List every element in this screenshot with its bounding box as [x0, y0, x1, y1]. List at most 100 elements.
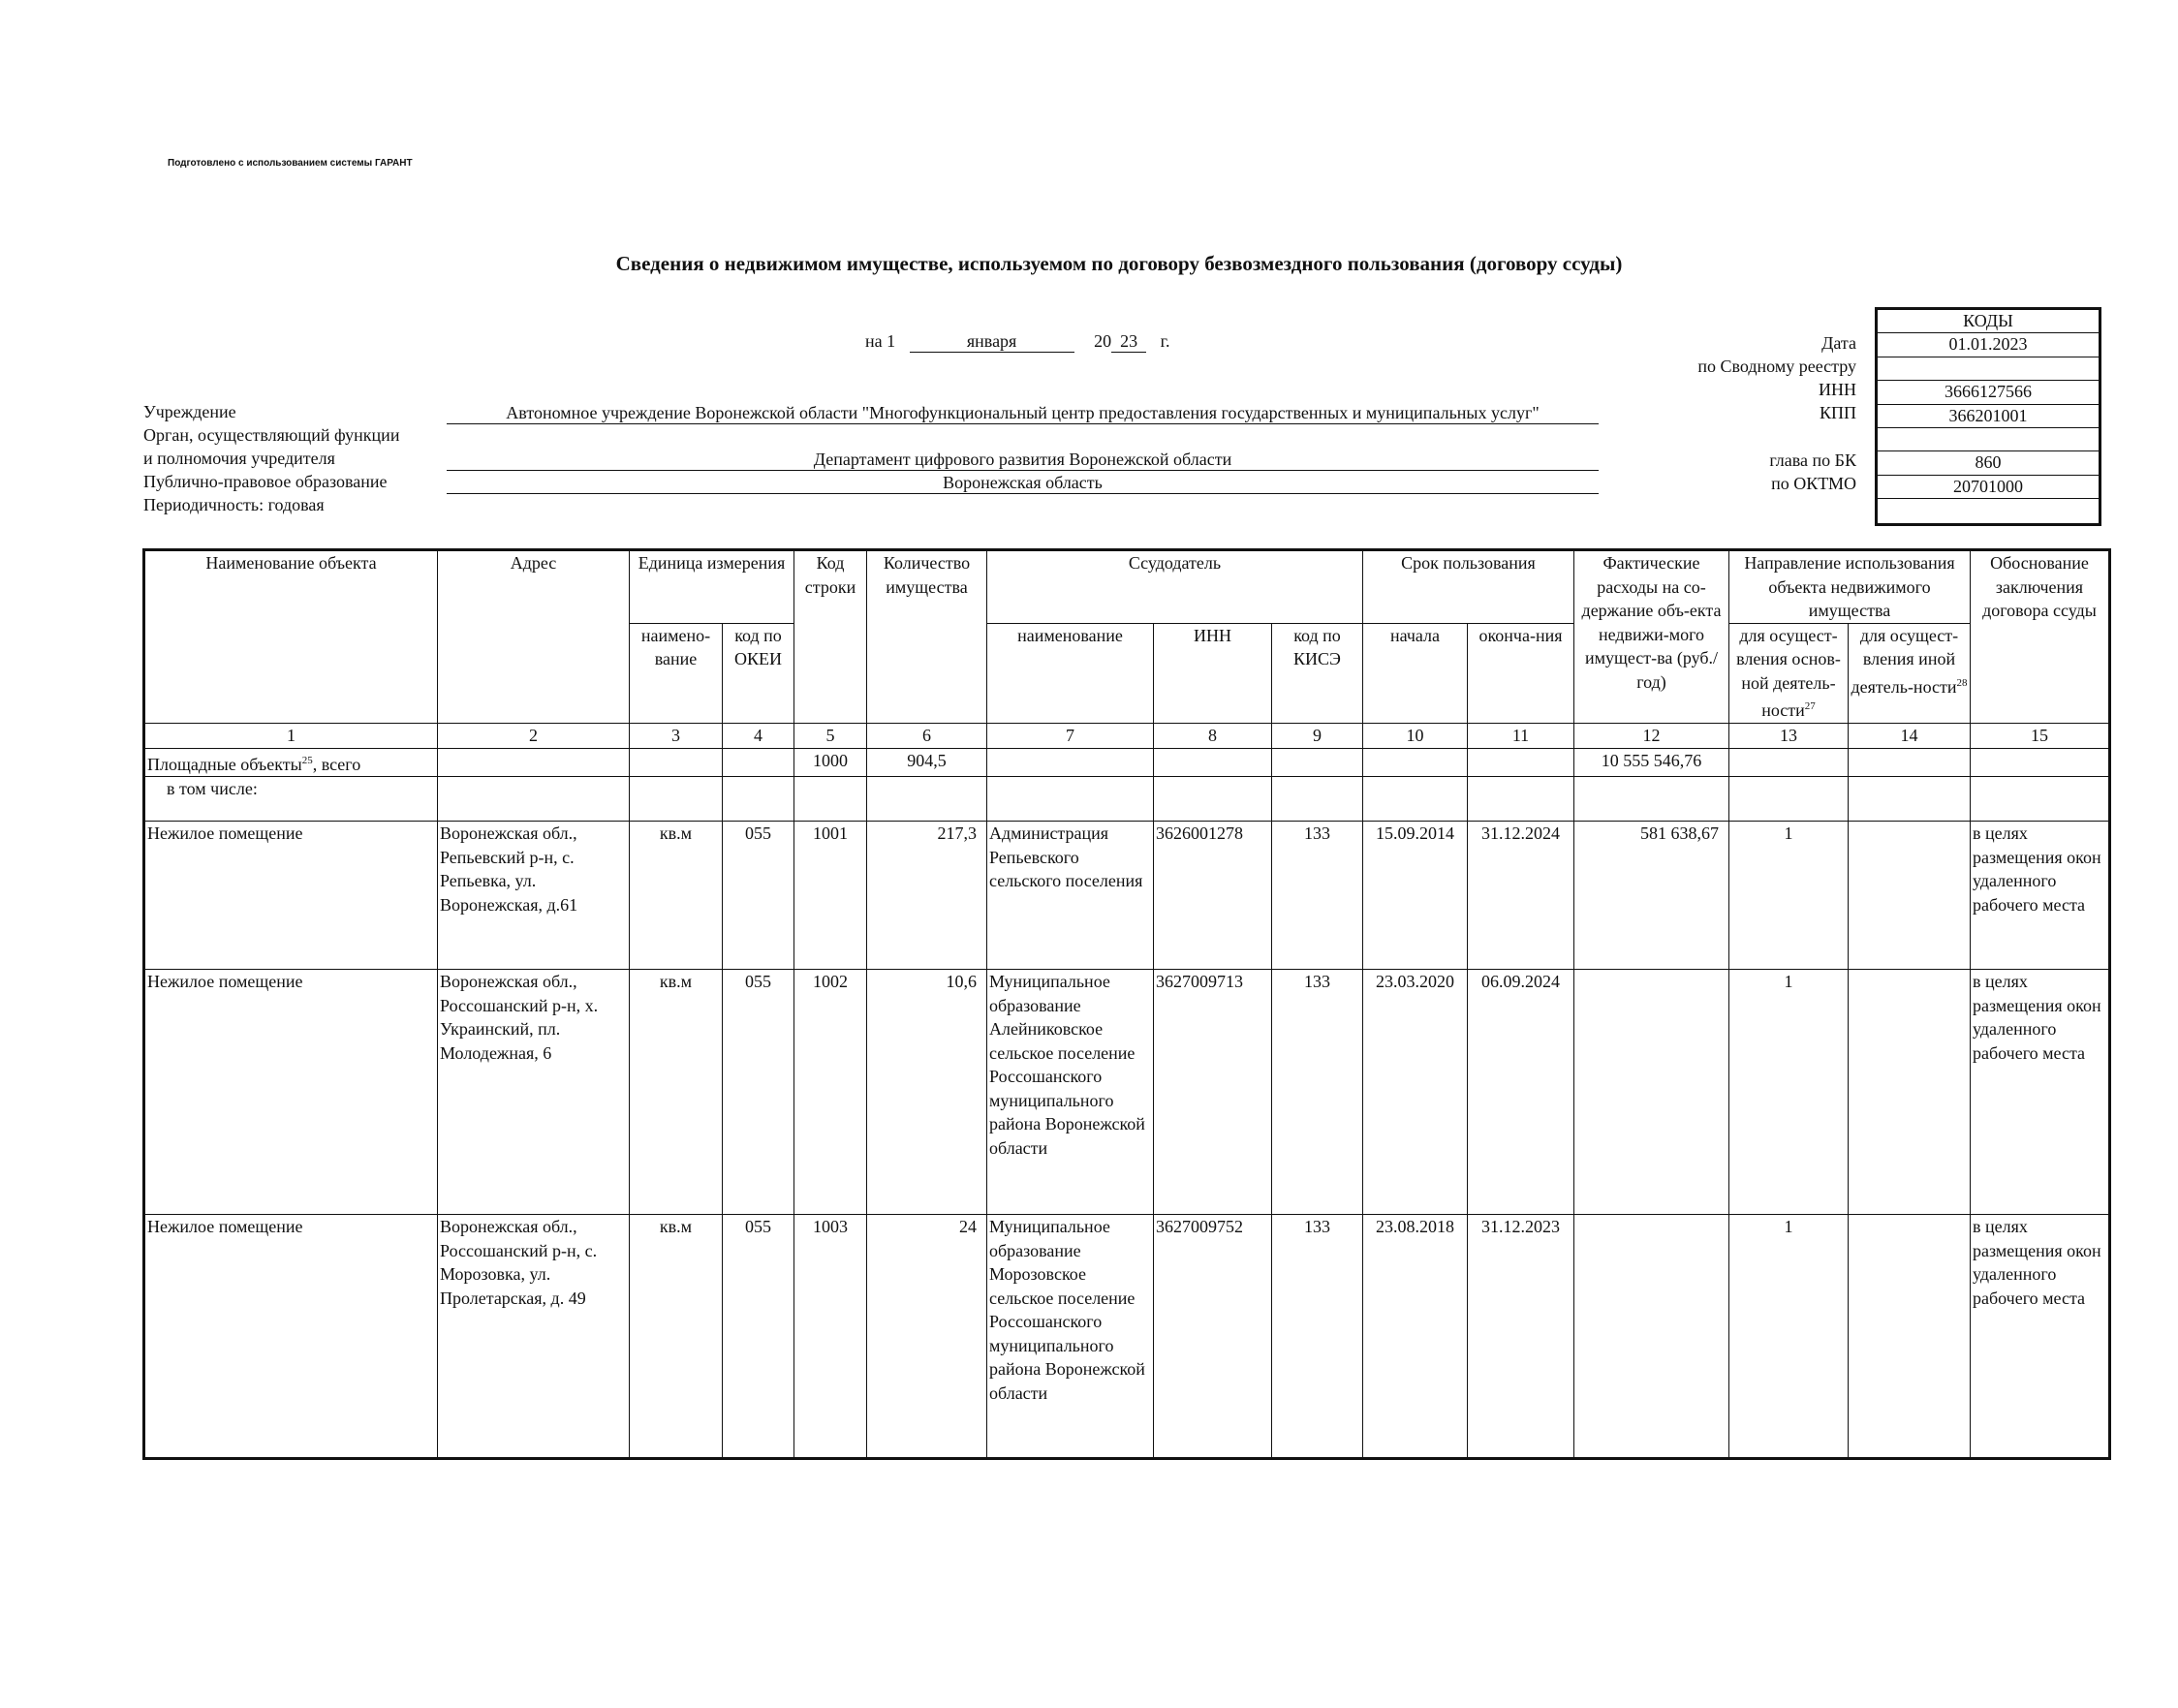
property-table: Наименование объекта Адрес Единица измер…	[142, 548, 2111, 1460]
column-number: 15	[1970, 722, 2110, 749]
cell-okei: 055	[722, 969, 794, 1215]
cell-code: 1002	[793, 969, 867, 1215]
footnote-25: 25	[301, 754, 313, 766]
cell-unit: кв.м	[629, 969, 723, 1215]
cell-quantity: 10,6	[866, 969, 987, 1215]
label-public-entity: Публично-правовое образование	[143, 472, 388, 491]
total-code: 1000	[793, 747, 867, 777]
header-dir-main: для осущест-вления основ-ной деятель-нос…	[1728, 622, 1849, 724]
label-periodicity: Периодичность: годовая	[143, 495, 325, 514]
header-name: Наименование объекта	[143, 549, 438, 724]
cell-start: 23.03.2020	[1362, 969, 1468, 1215]
cell-kise: 133	[1271, 969, 1363, 1215]
page-title: Сведения о недвижимом имуществе, использ…	[615, 252, 1623, 275]
codes-header: КОДЫ	[1878, 310, 2099, 334]
cell-lender: Муниципальное образование Алейниковское …	[986, 969, 1154, 1215]
founder-field: Департамент цифрового развития Воронежск…	[447, 448, 1599, 471]
cell-inn: 3627009752	[1153, 1214, 1272, 1459]
cell-expenses: 581 638,67	[1573, 821, 1729, 970]
label-registry: по Сводному реестру	[1697, 357, 1856, 376]
total-label: Площадные объекты25, всего	[143, 747, 438, 777]
header-row-code: Код строки	[793, 549, 867, 724]
public-entity-field: Воронежская область	[447, 471, 1599, 494]
including-label: в том числе:	[143, 776, 438, 822]
column-number: 10	[1362, 722, 1468, 749]
footnote-28: 28	[1956, 676, 1968, 689]
table-row: Нежилое помещение Воронежская обл., Россо…	[143, 969, 2110, 1215]
label-kpp: КПП	[1819, 403, 1856, 422]
codes-box: КОДЫ 01.01.2023 3666127566 366201001 860…	[1875, 307, 2101, 526]
cell-basis: в целях размещения окон удаленного рабоч…	[1970, 821, 2110, 970]
cell-unit: кв.м	[629, 821, 723, 970]
header-dir-other: для осущест-вления иной деятель-ности28	[1848, 622, 1971, 724]
column-numbers-row: 1 2 3 4 5 6 7 8 9 10 11 12 13 14 15	[143, 722, 2110, 749]
cell-inn: 3627009713	[1153, 969, 1272, 1215]
cell-kise: 133	[1271, 821, 1363, 970]
total-label-suffix: , всего	[312, 754, 361, 774]
column-number: 3	[629, 722, 723, 749]
code-blank	[1878, 428, 2099, 452]
header-term: Срок пользования	[1362, 549, 1574, 624]
header-basis: Обоснование заключения договора ссуды	[1970, 549, 2110, 724]
header-expenses: Фактические расходы на со-держание объ-е…	[1573, 549, 1729, 724]
code-blank	[1878, 499, 2099, 522]
footnote-27: 27	[1804, 700, 1816, 712]
header-term-end: оконча-ния	[1467, 622, 1574, 724]
label-institution: Учреждение	[143, 402, 236, 421]
header-lender: Ссудодатель	[986, 549, 1363, 624]
cell-lender: Муниципальное образование Морозовское се…	[986, 1214, 1154, 1459]
column-number: 7	[986, 722, 1154, 749]
column-number: 14	[1848, 722, 1971, 749]
column-number: 13	[1728, 722, 1849, 749]
cell-other	[1848, 821, 1971, 970]
column-number: 2	[437, 722, 630, 749]
cell-code: 1001	[793, 821, 867, 970]
cell-code: 1003	[793, 1214, 867, 1459]
cell-address: Воронежская обл., Россошанский р-н, с. М…	[437, 1214, 630, 1459]
table-row: Нежилое помещение Воронежская обл., Россо…	[143, 1214, 2110, 1459]
column-number: 4	[722, 722, 794, 749]
column-number: 11	[1467, 722, 1574, 749]
cell-end: 06.09.2024	[1467, 969, 1574, 1215]
total-expenses: 10 555 546,76	[1573, 747, 1729, 777]
cell-start: 23.08.2018	[1362, 1214, 1468, 1459]
column-number: 12	[1573, 722, 1729, 749]
label-founder-1: Орган, осуществляющий функции	[143, 425, 400, 445]
institution-field: Автономное учреждение Воронежской област…	[447, 401, 1599, 424]
cell-main: 1	[1728, 969, 1849, 1215]
cell-address: Воронежская обл., Репьевский р-н, с. Реп…	[437, 821, 630, 970]
header-term-start: начала	[1362, 622, 1468, 724]
date-month: января	[909, 331, 1074, 353]
cell-okei: 055	[722, 1214, 794, 1459]
column-number: 6	[866, 722, 987, 749]
date-suffix: г.	[1160, 331, 1170, 351]
cell-quantity: 217,3	[866, 821, 987, 970]
cell-unit: кв.м	[629, 1214, 723, 1459]
total-label-text: Площадные объекты	[147, 754, 302, 774]
column-number: 1	[143, 722, 438, 749]
code-bk: 860	[1878, 451, 2099, 476]
total-row: Площадные объекты25, всего 1000 904,5 10…	[143, 747, 2110, 777]
cell-other	[1848, 969, 1971, 1215]
cell-name: Нежилое помещение	[143, 821, 438, 970]
cell-basis: в целях размещения окон удаленного рабоч…	[1970, 969, 2110, 1215]
cell-expenses	[1573, 969, 1729, 1215]
garant-note: Подготовлено с использованием системы ГА…	[168, 158, 413, 169]
cell-main: 1	[1728, 821, 1849, 970]
header-kise: код по КИСЭ	[1271, 622, 1363, 724]
date-year: 23	[1111, 331, 1147, 353]
header-lender-name: наименование	[986, 622, 1154, 724]
cell-expenses	[1573, 1214, 1729, 1459]
header-address: Адрес	[437, 549, 630, 724]
date-year-prefix: 20	[1094, 331, 1112, 351]
code-kpp: 366201001	[1878, 405, 2099, 428]
cell-end: 31.12.2024	[1467, 821, 1574, 970]
code-inn: 3666127566	[1878, 381, 2099, 405]
cell-end: 31.12.2023	[1467, 1214, 1574, 1459]
label-bk: глава по БК	[1769, 450, 1856, 470]
header-lender-inn: ИНН	[1153, 622, 1272, 724]
cell-address: Воронежская обл., Россошанский р-н, х. У…	[437, 969, 630, 1215]
code-date: 01.01.2023	[1878, 333, 2099, 357]
cell-lender: Администрация Репьевского сельского посе…	[986, 821, 1154, 970]
column-number: 8	[1153, 722, 1272, 749]
